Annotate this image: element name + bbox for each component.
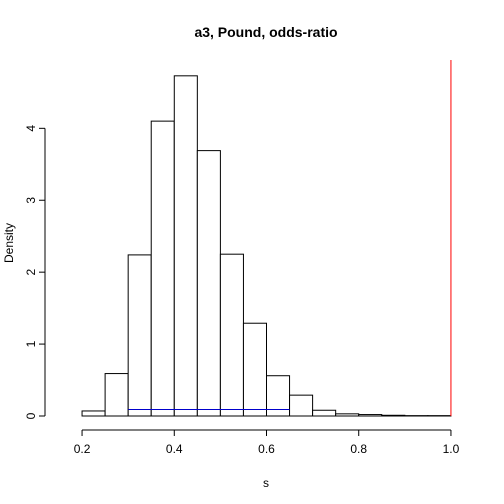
y-tick-label: 0: [24, 412, 38, 419]
histogram-bars: [81, 75, 452, 417]
y-tick-label: 2: [24, 269, 38, 276]
histogram-bar-10: [289, 394, 314, 417]
x-tick-label: 0.2: [74, 442, 91, 456]
x-axis: 0.2 0.4 0.6 0.8 1.0: [74, 429, 460, 456]
chart-overlays: [128, 60, 452, 416]
histogram-bar-13: [358, 414, 383, 417]
histogram-bar-14: [381, 414, 406, 417]
x-axis-label: s: [263, 476, 269, 490]
x-tick-label: 1.0: [443, 442, 460, 456]
histogram-bar-11: [312, 409, 337, 417]
y-tick-label: 4: [24, 125, 38, 132]
histogram-bar-12: [335, 413, 360, 417]
x-tick-label: 0.4: [166, 442, 183, 456]
histogram-bar-6: [196, 150, 221, 417]
x-tick-label: 0.8: [350, 442, 367, 456]
histogram-bar-8: [242, 322, 267, 417]
y-axis: 0 1 2 3 4: [24, 125, 46, 419]
chart-title: a3, Pound, odds-ratio: [194, 24, 337, 40]
histogram-bar-1: [81, 410, 106, 417]
y-tick-label: 1: [24, 340, 38, 347]
histogram-bar-3: [127, 254, 152, 417]
x-tick-label: 0.6: [258, 442, 275, 456]
y-tick-label: 3: [24, 197, 38, 204]
histogram-bar-7: [219, 253, 244, 417]
y-axis-label: Density: [2, 223, 16, 263]
histogram-bar-5: [173, 75, 198, 417]
histogram-bar-2: [104, 373, 129, 417]
histogram-bar-4: [150, 120, 175, 417]
